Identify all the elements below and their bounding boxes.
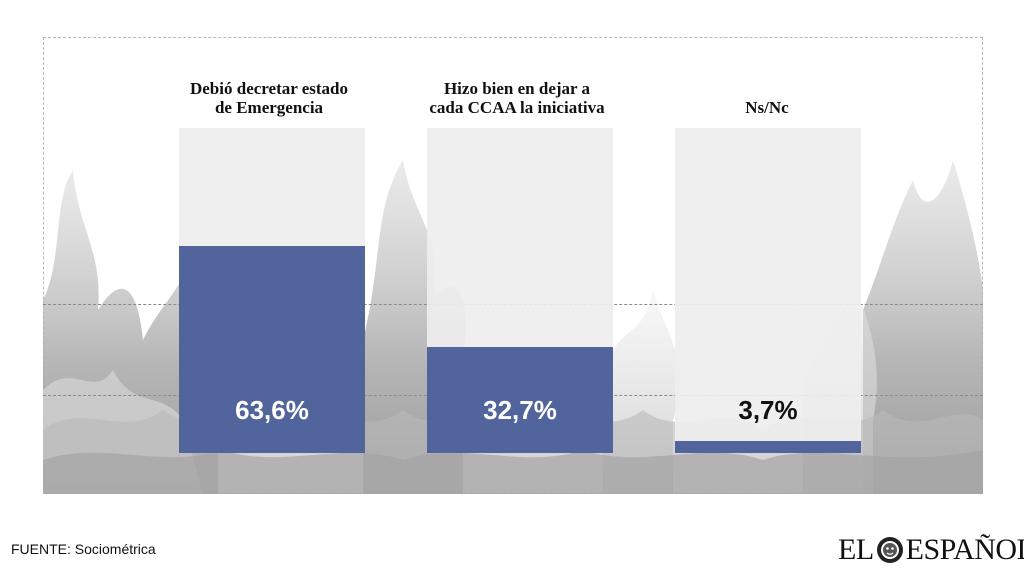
logo-text-left: EL [838, 533, 874, 566]
data-label: 32,7% [483, 395, 557, 425]
data-label: 3,7% [738, 394, 798, 425]
el-espanol-logo: EL ESPAÑOL [838, 532, 1024, 568]
lion-icon [876, 537, 903, 563]
category-label-1: Debió decretar estado de Emergencia [189, 79, 348, 117]
data-label: 63,6% [235, 395, 309, 425]
source-note: FUENTE: Sociométrica [11, 541, 156, 557]
bar [427, 346, 613, 453]
bar [675, 440, 861, 453]
bar [179, 246, 365, 453]
bar-background [675, 128, 861, 453]
category-label-3: Ns/Nc [745, 98, 789, 117]
category-label-2: Hizo bien en dejar a cada CCAA la inicia… [429, 79, 605, 117]
logo-text-right: ESPAÑOL [905, 533, 1024, 566]
